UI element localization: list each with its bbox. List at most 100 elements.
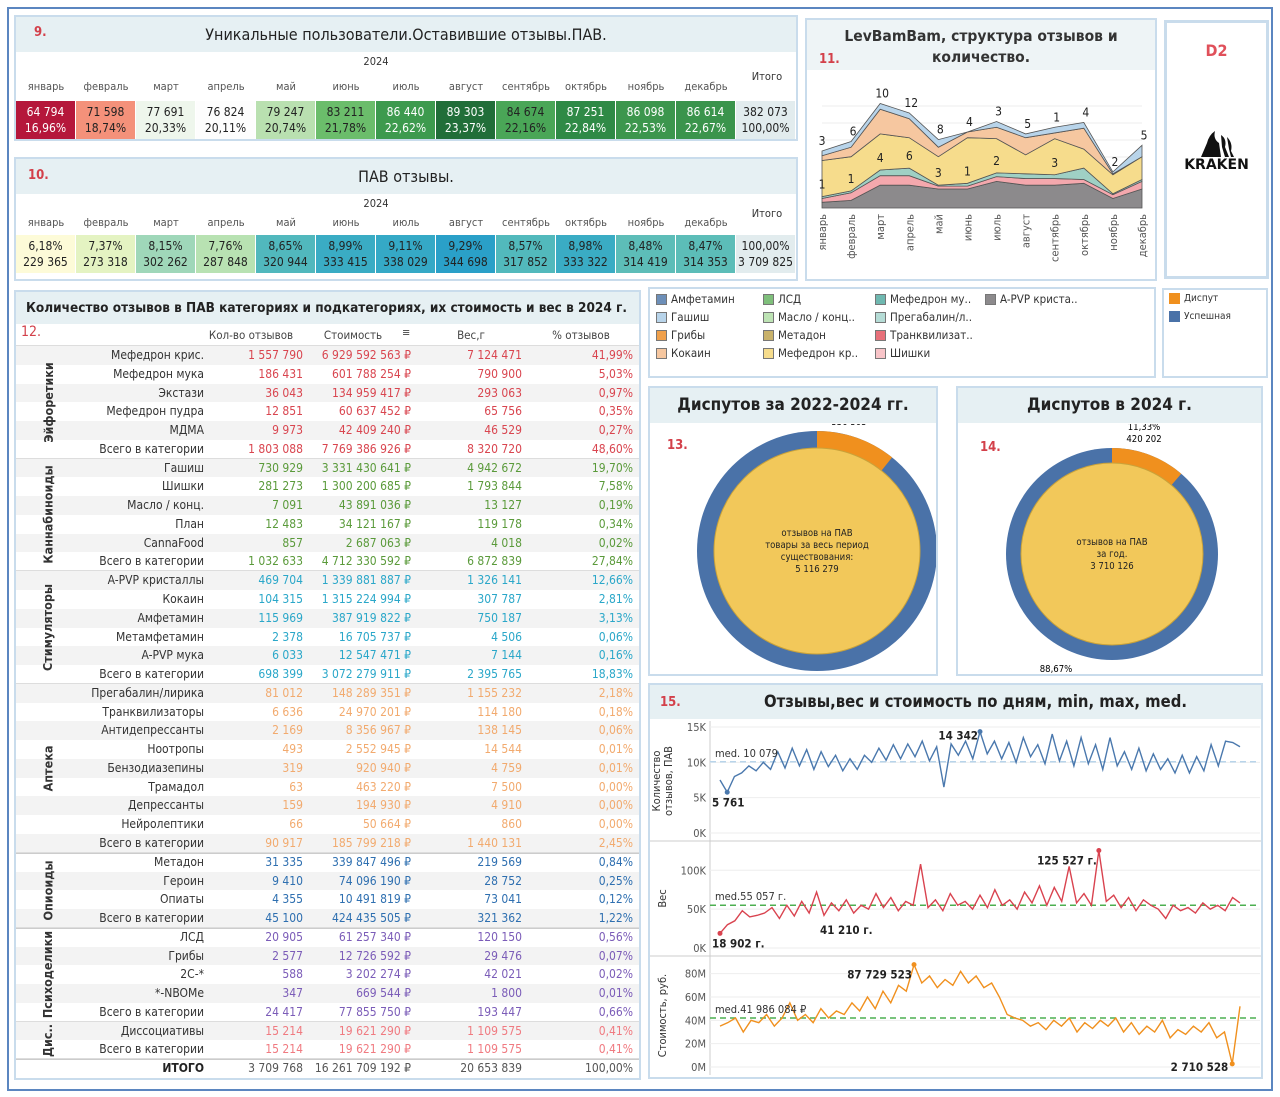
category-name: Стимуляторы: [40, 583, 56, 672]
table-cell: 148 289 351 ₽: [332, 685, 411, 700]
min-point: [1229, 1061, 1235, 1067]
min-point: [724, 789, 730, 795]
cell-primary: 9,11%: [388, 239, 423, 253]
month-cell: 86 614 22,67%: [676, 101, 736, 139]
category-divider: [16, 852, 639, 854]
median-label: med. 10 079: [715, 747, 778, 760]
table-title: Количество отзывов в ПАВ категориях и по…: [16, 292, 639, 324]
subcategory-label: Гашиш: [164, 460, 204, 475]
table-cell: 42 409 240 ₽: [338, 423, 411, 438]
table-cell: 1 339 881 887 ₽: [321, 573, 411, 588]
panel-number: 12.: [21, 324, 42, 340]
panel-title: Диспутов в 2024 г.: [958, 388, 1261, 423]
legend-swatch: [875, 347, 886, 359]
legend-item[interactable]: Гашиш: [656, 310, 709, 324]
y-axis-label: Количество: [650, 751, 663, 812]
legend-item[interactable]: Мефедрон кр..: [763, 346, 858, 360]
cell-primary: 77 691: [146, 105, 185, 119]
table-cell: 0,01%: [598, 986, 633, 1001]
month-header: декабрь: [684, 216, 728, 229]
table-row: Всего в категории 90 917 185 799 218 ₽ 1 44…: [16, 834, 639, 853]
legend-item[interactable]: Кокаин: [656, 346, 711, 360]
chart-title-line1: LevBamBam, структура отзывов и: [844, 27, 1118, 45]
legend-item[interactable]: Прегабалин/л..: [875, 310, 972, 324]
cell-primary: 89 303: [446, 105, 485, 119]
table-cell: 1 557 790: [248, 348, 303, 362]
category-label: Аптека: [34, 684, 62, 853]
x-tick-label: март: [874, 214, 887, 240]
month-header: февраль: [83, 216, 129, 229]
cell-primary: 8,47%: [688, 239, 723, 253]
column-header[interactable]: Вес,г: [457, 328, 485, 342]
max-point: [911, 962, 917, 968]
month-header: апрель: [207, 216, 245, 229]
total-cell: 100,00% 3 709 825: [736, 235, 796, 273]
legend-label: Мефедрон кр..: [778, 346, 859, 360]
max-label: 87 729 523: [847, 968, 912, 982]
table-cell: 14 544: [484, 742, 522, 757]
column-header[interactable]: % отзывов: [552, 328, 610, 342]
upper-data-label: 12: [904, 96, 918, 110]
panel-title: Диспутов за 2022-2024 гг.: [650, 388, 936, 423]
subcategory-label: Всего в категории: [99, 441, 204, 456]
legend-item[interactable]: Успешная: [1169, 311, 1231, 322]
max-point: [1096, 847, 1102, 853]
table-cell: 6 033: [272, 648, 303, 663]
table-cell: 1,22%: [598, 911, 633, 926]
legend-label: Шишки: [890, 346, 931, 360]
table-cell: 1 109 575: [467, 1023, 522, 1038]
total-header: Итого: [751, 207, 783, 220]
table-cell: 219 569: [477, 854, 522, 869]
x-tick-label: август: [1020, 214, 1033, 248]
column-header[interactable]: Стоимость: [323, 328, 383, 342]
table-row: Метамфетамин 2 378 16 705 737 ₽ 4 506 0,06%: [16, 628, 639, 647]
table-cell: 2 687 063 ₽: [345, 535, 411, 550]
legend-item[interactable]: Амфетамин: [656, 292, 735, 306]
cell-primary: 79 247: [266, 105, 305, 119]
subcategory-label: Шишки: [162, 479, 204, 494]
table-row: Шишки 281 273 1 300 200 685 ₽ 1 793 844 7,58…: [16, 477, 639, 496]
panel-number: 11.: [819, 52, 840, 67]
legend-item[interactable]: Метадон: [763, 328, 826, 342]
x-tick-label: апрель: [903, 214, 916, 251]
month-cell: 84 674 22,16%: [496, 101, 556, 139]
table-cell: 860: [501, 817, 522, 832]
table-cell: 2,18%: [598, 685, 633, 700]
subcategory-label: Транквилизаторы: [102, 704, 204, 719]
x-tick-label: ноябрь: [1107, 214, 1120, 251]
month-cell: 71 598 18,74%: [76, 101, 136, 139]
legend-item[interactable]: Грибы: [656, 328, 705, 342]
median-label: med.55 057 г.: [715, 890, 786, 903]
y-tick-label: 0M: [691, 1061, 706, 1074]
table-cell: 63: [289, 779, 303, 794]
legend-swatch: [1169, 293, 1180, 304]
table-cell: 24 417: [265, 1004, 303, 1019]
table-cell: 0,00%: [598, 779, 633, 794]
table-cell: 319: [282, 760, 303, 775]
y-tick-label: 40M: [685, 1014, 706, 1027]
column-header[interactable]: Кол-во отзывов: [208, 328, 294, 342]
table-cell: 15 214: [265, 1023, 303, 1038]
legend-item[interactable]: Мефедрон му..: [875, 292, 971, 306]
legend-item[interactable]: Шишки: [875, 346, 930, 360]
lower-data-label: 4: [877, 151, 884, 165]
legend-item[interactable]: ЛСД: [763, 292, 801, 306]
min-label: 18 902 г.: [712, 936, 765, 950]
cell-primary: 7,37%: [88, 239, 123, 253]
table-row: Мефедрон крис. 1 557 790 6 929 592 563 ₽ 7 …: [16, 346, 639, 365]
legend-item[interactable]: A-PVP криста..: [985, 292, 1078, 306]
legend-item[interactable]: Транквилизат..: [875, 328, 973, 342]
donut-center: [713, 447, 921, 655]
month-cell: 8,15% 302 262: [136, 235, 196, 273]
table-cell: 463 220 ₽: [356, 779, 411, 794]
table-cell: 0,07%: [598, 948, 633, 963]
legend-swatch: [656, 347, 667, 359]
subcategory-label: Мефедрон пудра: [106, 404, 204, 419]
sort-icon[interactable]: ≡: [402, 326, 411, 339]
table-cell: 65 756: [484, 404, 522, 419]
legend-item[interactable]: Масло / конц..: [763, 310, 855, 324]
legend-item[interactable]: Диспут: [1169, 293, 1218, 304]
subcategory-label: Антидепрессанты: [101, 723, 204, 738]
table-cell: 4 018: [491, 535, 522, 550]
table-cell: 43 891 036 ₽: [338, 498, 411, 513]
